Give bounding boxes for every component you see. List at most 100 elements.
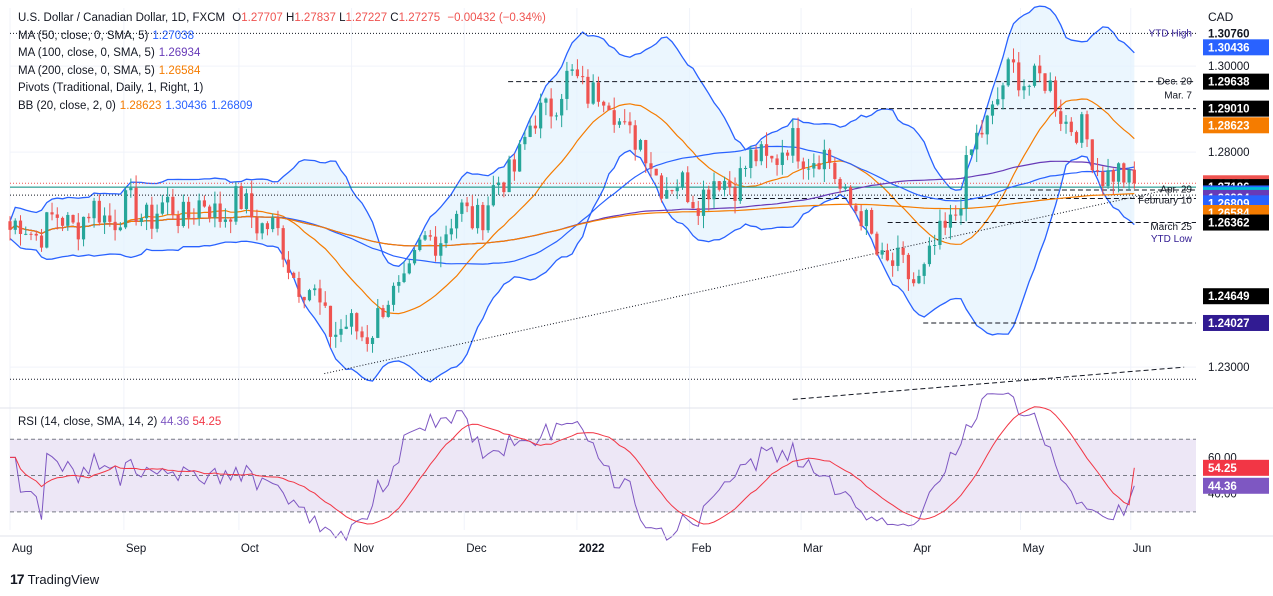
candle-body: [13, 220, 17, 230]
candle-body: [612, 110, 616, 125]
candle-body: [1022, 86, 1026, 91]
indicator-value: 1.30436: [165, 99, 207, 112]
candle-body: [365, 337, 369, 344]
candle-body: [659, 175, 664, 199]
ohlc-open: 1.27707: [241, 12, 283, 24]
time-tick-label: Mar: [803, 543, 823, 555]
candle-body: [1006, 59, 1010, 86]
candle-body: [428, 235, 432, 237]
candle-body: [213, 203, 217, 218]
candle-body: [323, 302, 327, 306]
bollinger-bands: [9, 5, 1135, 383]
candle-body: [339, 328, 343, 335]
candle-body: [313, 288, 317, 291]
candle-body: [139, 218, 143, 222]
candle-body: [134, 187, 138, 222]
candle-body: [764, 144, 769, 156]
candle-body: [444, 234, 448, 244]
candle-body: [297, 277, 301, 297]
candle-body: [1027, 85, 1031, 87]
price-badge: [1203, 117, 1269, 134]
price-badge-label: 1.28623: [1208, 120, 1250, 132]
candle-body: [50, 212, 54, 215]
candle-body: [218, 203, 222, 222]
candle-body: [917, 275, 921, 284]
candle-body: [71, 214, 75, 223]
candle-body: [181, 201, 185, 227]
candle-body: [549, 98, 553, 117]
candle-body: [386, 304, 390, 317]
candle-body: [123, 190, 128, 228]
candle-body: [81, 216, 86, 240]
candle-body: [775, 158, 779, 165]
candle-body: [187, 201, 191, 218]
tradingview-logo-icon: 17: [10, 571, 25, 587]
candle-body: [307, 290, 312, 301]
indicator-value: 1.26934: [158, 47, 201, 60]
candle-body: [1080, 114, 1084, 143]
candle-body: [675, 186, 679, 192]
level-annotation: March 25: [1150, 222, 1192, 233]
candle-body: [875, 233, 879, 255]
candle-body: [770, 155, 774, 159]
candle-body: [8, 221, 12, 230]
candle-body: [276, 217, 280, 229]
indicator-row[interactable]: BB (20, close, 2, 0) 1.28623 1.30436 1.2680…: [18, 98, 546, 116]
candle-body: [912, 279, 916, 284]
rsi-legend: RSI (14, close, SMA, 14, 2) 44.36 54.25: [18, 416, 221, 428]
candle-body: [990, 104, 995, 116]
candle-body: [234, 186, 238, 222]
candle-body: [896, 247, 900, 266]
candle-body: [24, 233, 28, 235]
indicator-label: Pivots (Traditional, Daily, 1, Right, 1): [18, 82, 204, 95]
trendline: [792, 366, 1185, 400]
candle-body: [202, 200, 206, 207]
ohlc-row: U.S. Dollar / Canadian Dollar, 1D, FXCM …: [18, 10, 546, 28]
candle-body: [670, 190, 674, 192]
indicator-value: 1.26809: [210, 99, 253, 112]
candle-body: [407, 263, 411, 274]
candle-body: [102, 215, 107, 223]
ohlc-low: 1.27227: [345, 12, 388, 24]
symbol-title[interactable]: U.S. Dollar / Canadian Dollar, 1D, FXCM: [18, 12, 226, 24]
indicator-row[interactable]: MA (200, close, 0, SMA, 5) 1.26584: [18, 63, 546, 81]
tradingview-logo[interactable]: 17 TradingView: [10, 571, 99, 587]
rsi-ma-line: [10, 406, 1135, 525]
price-badge: [1203, 214, 1269, 231]
candle-body: [292, 272, 296, 278]
candle-body: [996, 99, 1000, 105]
candle-body: [791, 128, 795, 156]
candle-body: [822, 149, 826, 170]
bb-upper-line: [9, 5, 1135, 267]
time-tick-label: Jun: [1133, 543, 1152, 555]
candle-body: [1017, 62, 1021, 91]
indicator-row[interactable]: Pivots (Traditional, Daily, 1, Right, 1): [18, 80, 546, 98]
indicator-label: MA (200, close, 0, SMA, 5): [18, 64, 155, 77]
axes: 1.23000 1.28000 1.30000 1.30760 1.30436 1.296…: [0, 28, 1273, 555]
candle-body: [1059, 111, 1063, 124]
candle-body: [1074, 132, 1079, 143]
candle-body: [864, 209, 868, 227]
candle-body: [433, 236, 438, 256]
candle-body: [686, 172, 690, 203]
price-tick-label: 1.28000: [1208, 147, 1250, 159]
candle-body: [45, 212, 49, 248]
candle-body: [754, 149, 758, 162]
candlesticks: [8, 48, 1136, 353]
rsi-legend-label[interactable]: RSI (14, close, SMA, 14, 2): [18, 416, 158, 428]
candle-body: [891, 260, 895, 266]
candle-body: [696, 208, 700, 216]
candle-body: [129, 187, 133, 191]
level-annotation: Mar. 7: [1164, 91, 1192, 102]
candle-body: [717, 181, 721, 190]
candle-body: [759, 144, 763, 162]
indicator-row[interactable]: MA (50, close, 0, SMA, 5) 1.27038: [18, 28, 546, 46]
candle-body: [281, 228, 285, 260]
candle-body: [938, 220, 942, 245]
candle-body: [360, 331, 364, 338]
indicator-row[interactable]: MA (100, close, 0, SMA, 5) 1.26934: [18, 45, 546, 63]
candle-body: [849, 187, 853, 206]
candle-body: [722, 180, 727, 190]
candle-body: [954, 214, 958, 216]
